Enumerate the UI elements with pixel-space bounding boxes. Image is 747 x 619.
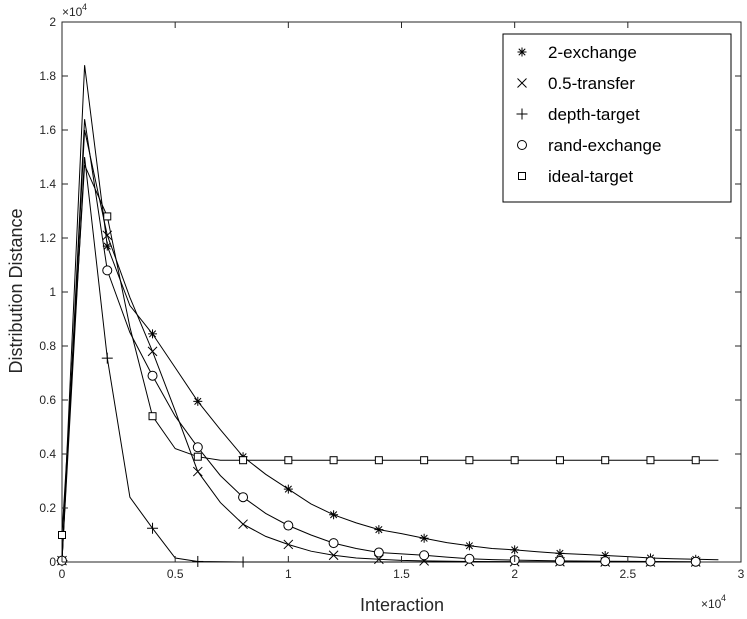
data-point: [147, 346, 158, 357]
legend-entry: depth-target: [516, 105, 640, 124]
legend-label: 0.5-transfer: [548, 74, 635, 93]
data-point: [420, 456, 429, 465]
data-point: [238, 519, 248, 530]
legend-entry: rand-exchange: [517, 136, 661, 155]
data-point: [600, 556, 611, 567]
data-point: [510, 456, 519, 465]
data-point: [464, 541, 474, 551]
y-tick-label: 1.6: [39, 123, 56, 137]
y-tick-label: 0: [49, 555, 56, 569]
data-point: [147, 370, 158, 381]
data-point: [101, 352, 113, 364]
data-point: [58, 531, 66, 539]
y-tick-label: 1: [49, 285, 56, 299]
data-point: [329, 456, 338, 465]
data-point: [102, 265, 113, 276]
y-multiplier: ×10 4: [62, 2, 87, 19]
data-point: [147, 522, 159, 534]
x-tick-label: 1.5: [393, 567, 410, 581]
data-point: [192, 555, 204, 567]
data-point: [239, 456, 248, 465]
legend-marker: [518, 172, 526, 180]
series-ideal-target: [58, 164, 719, 539]
x-multiplier-exp: 4: [721, 593, 726, 603]
data-point: [102, 241, 112, 251]
y-tick-label: 2: [49, 15, 56, 29]
x-tick-label: 2: [511, 567, 518, 581]
data-point: [329, 510, 339, 520]
x-tick-label: 1: [285, 567, 292, 581]
data-point: [690, 556, 701, 567]
legend: 2-exchange 0.5-transfer depth-target rand-e…: [502, 33, 732, 203]
legend-box: [502, 33, 732, 203]
legend-label: ideal-target: [548, 167, 633, 186]
legend-label: rand-exchange: [548, 136, 661, 155]
y-multiplier-base: ×10: [62, 5, 83, 19]
tick-layer: 0 0.5 1 1.5 2 2.5 3 0 0.2 0.4 0.6 0.8 1 1.2 1.4 1.6 1.8 2: [39, 15, 744, 581]
data-point: [554, 555, 565, 566]
data-point: [237, 556, 249, 568]
x-tick-label: 3: [738, 567, 745, 581]
data-point: [283, 539, 294, 550]
data-point: [238, 492, 249, 503]
y-tick-label: 0.2: [39, 501, 56, 515]
data-point: [193, 396, 203, 406]
series-line: [61, 164, 719, 536]
data-point: [284, 456, 293, 465]
data-point: [148, 329, 158, 339]
legend-marker: [517, 78, 527, 88]
data-point: [465, 456, 474, 465]
y-axis-label: Distribution Distance: [6, 208, 26, 373]
legend-marker: [517, 140, 527, 150]
x-multiplier: ×10 4: [701, 593, 726, 611]
data-point: [283, 520, 294, 531]
data-point: [464, 553, 475, 564]
legend-label: 2-exchange: [548, 43, 637, 62]
data-point: [148, 412, 157, 421]
legend-entry: 0.5-transfer: [517, 74, 635, 93]
data-point: [419, 550, 430, 561]
data-point: [555, 456, 564, 465]
x-tick-label: 0: [59, 567, 66, 581]
data-point: [374, 525, 384, 535]
x-multiplier-base: ×10: [701, 597, 722, 611]
y-tick-label: 1.8: [39, 69, 56, 83]
data-point: [646, 456, 655, 465]
y-tick-label: 1.4: [39, 177, 56, 191]
data-point: [103, 212, 112, 221]
x-tick-label: 2.5: [619, 567, 636, 581]
legend-entry: 2-exchange: [517, 43, 637, 62]
data-point: [192, 442, 203, 453]
y-tick-label: 0.4: [39, 447, 56, 461]
data-point: [419, 533, 429, 543]
legend-marker: [516, 108, 528, 120]
data-point: [328, 538, 339, 549]
y-multiplier-exp: 4: [82, 2, 87, 12]
data-point: [645, 556, 656, 567]
legend-marker: [517, 47, 527, 57]
x-tick-label: 0.5: [167, 567, 184, 581]
y-tick-label: 0.8: [39, 339, 56, 353]
legend-label: depth-target: [548, 105, 640, 124]
data-point: [192, 466, 203, 477]
data-point: [601, 456, 610, 465]
data-point: [374, 456, 383, 465]
y-tick-label: 1.2: [39, 231, 56, 245]
y-tick-label: 0.6: [39, 393, 56, 407]
data-point: [691, 456, 700, 465]
data-point: [510, 545, 520, 555]
data-point: [193, 452, 202, 461]
data-point: [373, 547, 384, 558]
data-point: [283, 484, 293, 494]
x-axis-label: Interaction: [360, 595, 444, 615]
data-point: [328, 550, 339, 561]
legend-entry: ideal-target: [518, 167, 633, 186]
